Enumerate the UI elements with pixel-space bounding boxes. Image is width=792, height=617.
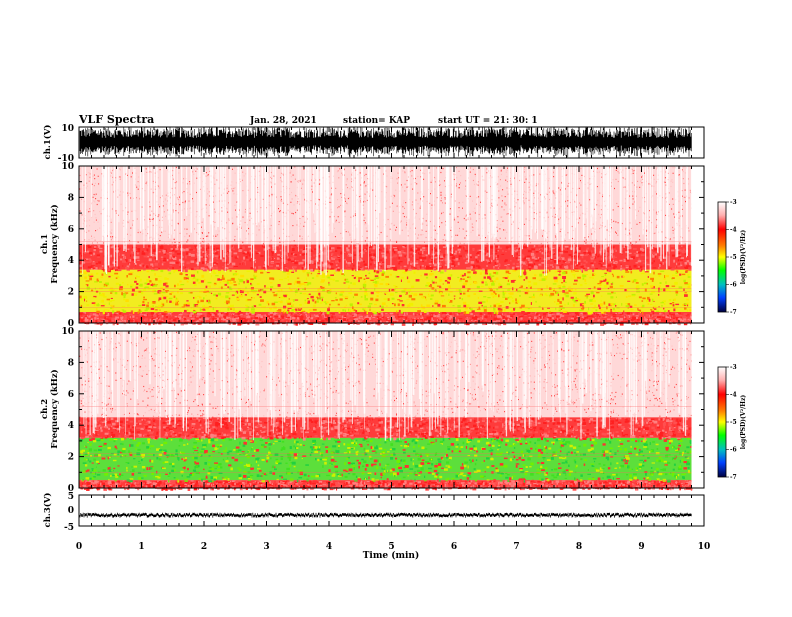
ch2-colorbar-tick--3: -3 [730, 364, 737, 371]
xtick-7: 7 [513, 542, 519, 552]
ch1-band-2 [79, 245, 694, 273]
ch1-spectrogram-image [79, 166, 704, 326]
ch1-band-0 [79, 312, 695, 326]
xtick-2: 2 [201, 542, 207, 552]
ch1-colorbar-tick--5: -5 [730, 254, 737, 261]
xtick-9: 9 [638, 542, 644, 552]
ch2-colorbar-tick--5: -5 [730, 419, 737, 426]
station-label: station= KAP [343, 116, 410, 126]
ch1-ytick-6: 6 [68, 225, 74, 235]
ch2-spectrogram-ylabel-top: ch.2 [40, 399, 50, 419]
ch1-colorbar-tick--4: -4 [730, 227, 737, 234]
ch1-colorbar-tick--3: -3 [730, 199, 737, 206]
ch2-colorbar-label: log(PSD)(V²/Hz) [740, 395, 747, 450]
ch1-ytick-2: 2 [68, 288, 74, 298]
ch1-ytick-4: 4 [68, 256, 74, 266]
ch2-colorbar-tick--4: -4 [730, 392, 737, 399]
ch1-band-1 [79, 270, 693, 315]
ch2-band-1 [79, 438, 695, 483]
ch1-colorbar: -3 -4 -5 -6 -7 log(PSD)(V²/Hz) [718, 199, 747, 316]
xtick-0: 0 [76, 542, 82, 552]
ch2-ytick-2: 2 [68, 453, 74, 463]
ch1-waveform-panel: 10 -10 ch.1(V) [42, 124, 704, 164]
ch2-spectrogram-ylabel: Frequency (kHz) [49, 369, 60, 448]
ch3-ytick-mid: 0 [68, 506, 74, 516]
ch2-colorbar-gradient [718, 367, 726, 477]
xtick-6: 6 [451, 542, 457, 552]
ch3-waveform-panel: 5 0 -5 ch.3(V) [42, 492, 704, 533]
ch1-ytick-10: 10 [61, 162, 74, 172]
ch1-colorbar-tick--6: -6 [730, 282, 737, 289]
ch2-ytick-8: 8 [68, 358, 74, 368]
xtick-4: 4 [326, 542, 332, 552]
ch1-colorbar-label: log(PSD)(V²/Hz) [740, 230, 747, 285]
xaxis-label: Time (min) [363, 550, 420, 561]
xtick-3: 3 [263, 542, 269, 552]
ch2-colorbar-tick--6: -6 [730, 447, 737, 454]
ch2-spectrogram-image [79, 331, 704, 491]
figure-title: VLF Spectra [78, 113, 154, 126]
ch1-ytick-top: 10 [61, 124, 74, 134]
xtick-10: 10 [698, 542, 711, 552]
ch2-colorbar: -3 -4 -5 -6 -7 log(PSD)(V²/Hz) [718, 364, 747, 481]
ch3-ytick-bottom: -5 [64, 523, 74, 533]
ch1-spectrogram-ylabel: Frequency (kHz) [49, 204, 60, 283]
date-label: Jan. 28, 2021 [249, 116, 317, 126]
ch2-ytick-10: 10 [61, 327, 74, 337]
xtick-8: 8 [576, 542, 582, 552]
ch3-ytick-top: 5 [68, 492, 74, 502]
ch1-spectrogram-ylabel-top: ch.1 [40, 234, 50, 254]
ch2-colorbar-tick--7: -7 [730, 474, 737, 481]
ch1-colorbar-tick--7: -7 [730, 309, 737, 316]
xtick-1: 1 [138, 542, 144, 552]
start-time-label: start UT = 21: 30: 1 [438, 116, 538, 126]
ch1-ytick-8: 8 [68, 193, 74, 203]
ch1-ylabel: ch.1(V) [42, 125, 53, 160]
ch3-ylabel: ch.3(V) [42, 493, 53, 528]
ch2-band-0 [79, 480, 693, 491]
ch1-colorbar-gradient [718, 202, 726, 312]
ch2-ytick-4: 4 [68, 421, 74, 431]
ch2-ytick-6: 6 [68, 390, 74, 400]
